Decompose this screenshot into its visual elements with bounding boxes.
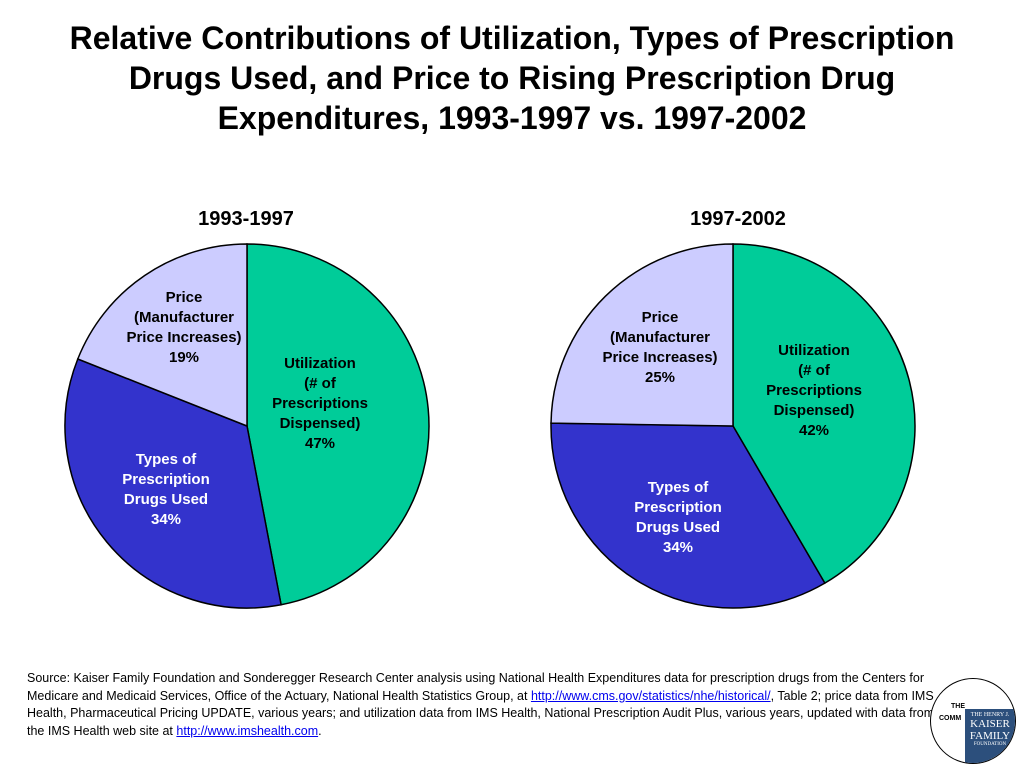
slice-label-price-1997: Price (Manufacturer Price Increases) 25% <box>602 309 718 386</box>
source-text-3: . <box>318 723 322 738</box>
pie-chart-1993-1997 <box>64 243 430 609</box>
slice-label-types-1997: Types of Prescription Drugs Used 34% <box>634 479 722 556</box>
logo-the: THE <box>951 703 965 710</box>
source-text-1: Source: Kaiser Family Foundation and Son… <box>27 671 924 703</box>
logo-comm: COMM <box>939 715 962 722</box>
source-link-cms[interactable]: http://www.cms.gov/statistics/nhe/histor… <box>530 688 771 703</box>
pie-slice-utilization-1993 <box>246 243 430 606</box>
logo-line-4: FOUNDATION <box>973 742 1007 747</box>
pie-slice-price-1997 <box>550 243 734 427</box>
source-link-ims[interactable]: http://www.imshealth.com <box>176 723 319 738</box>
pie-1997-2002-title: 1997-2002 <box>690 208 786 230</box>
slice-label-types-1993: Types of Prescription Drugs Used 34% <box>122 451 210 528</box>
source-text-2: , Table 2; price data from IMS Health, P… <box>27 688 935 738</box>
pie-chart-1997-2002 <box>550 243 916 609</box>
slice-label-price-1993: Price (Manufacturer Price Increases) 19% <box>126 289 242 366</box>
slice-label-utilization-1993: Utilization (# of Prescriptions Dispense… <box>272 355 368 452</box>
chart-title: Relative Contributions of Utilization, T… <box>69 20 955 136</box>
pie-slice-types-1997 <box>550 422 826 609</box>
logo-line-1: THE HENRY J. <box>970 712 1010 718</box>
pie-slice-utilization-1997 <box>732 243 916 585</box>
pie-slice-types-1993 <box>64 358 282 609</box>
logo-line-3: FAMILY <box>969 730 1011 742</box>
slice-label-utilization-1997: Utilization (# of Prescriptions Dispense… <box>766 342 862 439</box>
kaiser-logo: THE COMM THE HENRY J. KAISER FAMILY FOUN… <box>930 678 1016 764</box>
source-note: Source: Kaiser Family Foundation and Son… <box>27 670 947 740</box>
pie-1993-1997-title: 1993-1997 <box>198 208 294 230</box>
logo-line-2: KAISER <box>970 718 1010 730</box>
pie-slice-price-1993 <box>76 243 248 428</box>
logo-box: THE HENRY J. KAISER FAMILY FOUNDATION <box>965 709 1015 763</box>
